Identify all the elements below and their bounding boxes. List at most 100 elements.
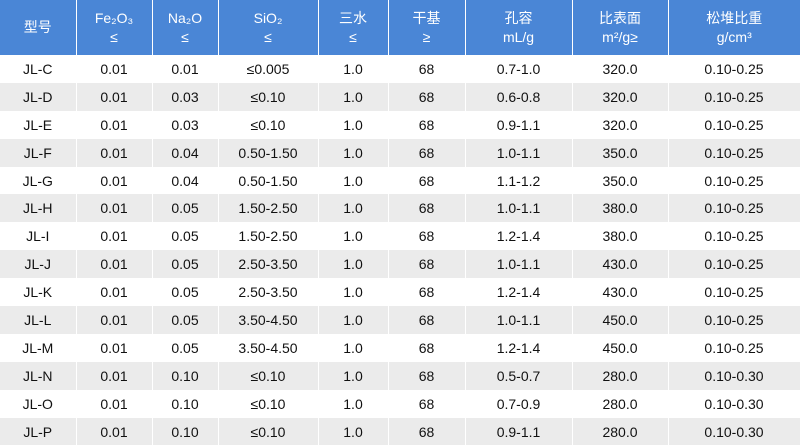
table-cell: 320.0: [572, 110, 669, 139]
table-cell: 0.50-1.50: [218, 138, 319, 167]
table-cell: 0.10-0.25: [668, 166, 800, 195]
table-cell: 0.03: [152, 82, 219, 111]
table-cell: 0.05: [152, 222, 219, 251]
table-cell: 68: [388, 389, 466, 418]
table-cell: 68: [388, 361, 466, 390]
table-cell: 450.0: [572, 306, 669, 334]
table-cell: JL-D: [0, 82, 77, 111]
table-cell: 3.50-4.50: [218, 333, 319, 362]
table-cell: 450.0: [572, 333, 669, 362]
table-cell: 1.0-1.1: [465, 306, 573, 334]
table-row: JL-O 0.01 0.10 ≤0.10 1.0 68 0.7-0.9 280.0 0.10-0…: [0, 389, 800, 418]
table-cell: 0.04: [152, 166, 219, 195]
table-cell: ≤0.005: [218, 55, 319, 83]
table-cell: 0.01: [76, 417, 153, 446]
table-cell: 68: [388, 333, 466, 362]
table-cell: JL-O: [0, 389, 77, 418]
table-cell: 0.01: [76, 55, 153, 83]
header-cell: 干基 ≥: [388, 0, 466, 55]
table-row: JL-K 0.01 0.05 2.50-3.50 1.0 68 1.2-1.4 430.0 0.…: [0, 278, 800, 307]
table-cell: 1.2-1.4: [465, 278, 573, 307]
table-cell: JL-L: [0, 306, 77, 334]
table-row: JL-E 0.01 0.03 ≤0.10 1.0 68 0.9-1.1 320.0 0.10-0…: [0, 110, 800, 139]
header-text: 孔容: [504, 9, 533, 26]
table-cell: 430.0: [572, 278, 669, 307]
table-cell: 0.01: [76, 138, 153, 167]
table-cell: 380.0: [572, 222, 669, 251]
table-cell: 0.05: [152, 333, 219, 362]
table-cell: 0.01: [76, 389, 153, 418]
table-cell: ≤0.10: [218, 389, 319, 418]
table-cell: 0.01: [76, 222, 153, 251]
table-cell: 1.0: [318, 55, 389, 83]
header-cell: 比表面 m²/g≥: [572, 0, 669, 55]
table-cell: 0.10: [152, 389, 219, 418]
table-row: JL-C 0.01 0.01 ≤0.005 1.0 68 0.7-1.0 320.0 0.10-…: [0, 55, 800, 83]
table-row: JL-L 0.01 0.05 3.50-4.50 1.0 68 1.0-1.1 450.0 0.…: [0, 306, 800, 334]
table-cell: 68: [388, 55, 466, 83]
header-cell: 孔容 mL/g: [465, 0, 573, 55]
table-cell: 0.05: [152, 194, 219, 223]
table-cell: 380.0: [572, 194, 669, 223]
table-cell: 0.10-0.25: [668, 222, 800, 251]
table-cell: 68: [388, 222, 466, 251]
table-cell: 2.50-3.50: [218, 278, 319, 307]
table-cell: 280.0: [572, 417, 669, 446]
table-cell: 0.10-0.30: [668, 417, 800, 446]
table-cell: 320.0: [572, 82, 669, 111]
table-cell: 1.0: [318, 417, 389, 446]
table-cell: 0.10-0.25: [668, 250, 800, 279]
header-cell: SiO₂ ≤: [218, 0, 319, 55]
table-cell: 1.0-1.1: [465, 138, 573, 167]
table-cell: 0.01: [76, 82, 153, 111]
table-cell: 1.0: [318, 82, 389, 111]
table-cell: 0.5-0.7: [465, 361, 573, 390]
table-cell: 0.10-0.25: [668, 55, 800, 83]
table-cell: JL-H: [0, 194, 77, 223]
header-text: 松堆比重: [706, 9, 763, 26]
table-cell: 0.01: [152, 55, 219, 83]
table-cell: JL-P: [0, 417, 77, 446]
table-cell: 0.03: [152, 110, 219, 139]
header-text: SiO₂: [253, 9, 283, 26]
header-text: 比表面: [599, 9, 641, 26]
table-cell: ≤0.10: [218, 417, 319, 446]
table-cell: 0.9-1.1: [465, 417, 573, 446]
table-row: JL-I 0.01 0.05 1.50-2.50 1.0 68 1.2-1.4 380.0 0.…: [0, 222, 800, 251]
table-cell: 1.0-1.1: [465, 250, 573, 279]
table-row: JL-H 0.01 0.05 1.50-2.50 1.0 68 1.0-1.1 380.0 0.…: [0, 194, 800, 223]
table-cell: 68: [388, 166, 466, 195]
table-row: JL-P 0.01 0.10 ≤0.10 1.0 68 0.9-1.1 280.0 0.10-0…: [0, 417, 800, 446]
table-cell: 68: [388, 278, 466, 307]
table-cell: 0.7-0.9: [465, 389, 573, 418]
table-cell: JL-N: [0, 361, 77, 390]
table-cell: 1.0-1.1: [465, 194, 573, 223]
table-row: JL-G 0.01 0.04 0.50-1.50 1.0 68 1.1-1.2 350.0 0.…: [0, 166, 800, 195]
table-cell: 0.10-0.25: [668, 333, 800, 362]
table-cell: JL-J: [0, 250, 77, 279]
table-row: JL-M 0.01 0.05 3.50-4.50 1.0 68 1.2-1.4 450.0 0.…: [0, 333, 800, 362]
header-cell: 三水 ≤: [318, 0, 389, 55]
table-cell: 0.05: [152, 278, 219, 307]
table-cell: 0.10: [152, 361, 219, 390]
table-cell: JL-F: [0, 138, 77, 167]
table-cell: 1.50-2.50: [218, 194, 319, 223]
header-text: 三水: [339, 9, 367, 26]
table-cell: 1.0: [318, 222, 389, 251]
table-cell: 0.10-0.25: [668, 110, 800, 139]
table-cell: 280.0: [572, 389, 669, 418]
table-cell: 0.7-1.0: [465, 55, 573, 83]
table-cell: 2.50-3.50: [218, 250, 319, 279]
header-text: ≥: [422, 28, 431, 45]
table-cell: 0.04: [152, 138, 219, 167]
table-cell: JL-M: [0, 333, 77, 362]
table-cell: 68: [388, 417, 466, 446]
table-cell: 0.01: [76, 333, 153, 362]
table-cell: 0.01: [76, 166, 153, 195]
table-cell: 68: [388, 110, 466, 139]
table-cell: 0.10-0.25: [668, 194, 800, 223]
header-cell: Na₂O ≤: [152, 0, 219, 55]
header-cell: Fe₂O₃ ≤: [76, 0, 153, 55]
table-row: JL-N 0.01 0.10 ≤0.10 1.0 68 0.5-0.7 280.0 0.10-0…: [0, 361, 800, 390]
table-cell: 0.10-0.30: [668, 361, 800, 390]
